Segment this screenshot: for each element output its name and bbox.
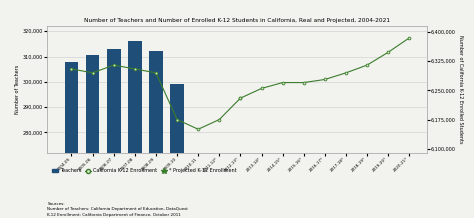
Title: Number of Teachers and Number of Enrolled K-12 Students in California, Real and : Number of Teachers and Number of Enrolle…	[84, 18, 390, 23]
Bar	[191, 155, 205, 218]
Bar	[128, 41, 142, 218]
Bar	[107, 49, 120, 218]
Bar	[64, 61, 78, 218]
Y-axis label: Number of Teachers: Number of Teachers	[15, 65, 20, 114]
Bar	[170, 84, 184, 218]
Text: Sources:
Number of Teachers: California Department of Education, DataQuest
K-12 : Sources: Number of Teachers: California …	[47, 202, 188, 217]
Legend: Teachers, California K-12 Enrollment, * Projected K-12 Enrollment: Teachers, California K-12 Enrollment, * …	[50, 166, 238, 175]
Bar	[149, 51, 163, 218]
Y-axis label: Number of California K-12 Enrolled Students: Number of California K-12 Enrolled Stude…	[458, 35, 464, 144]
Bar	[86, 55, 100, 218]
